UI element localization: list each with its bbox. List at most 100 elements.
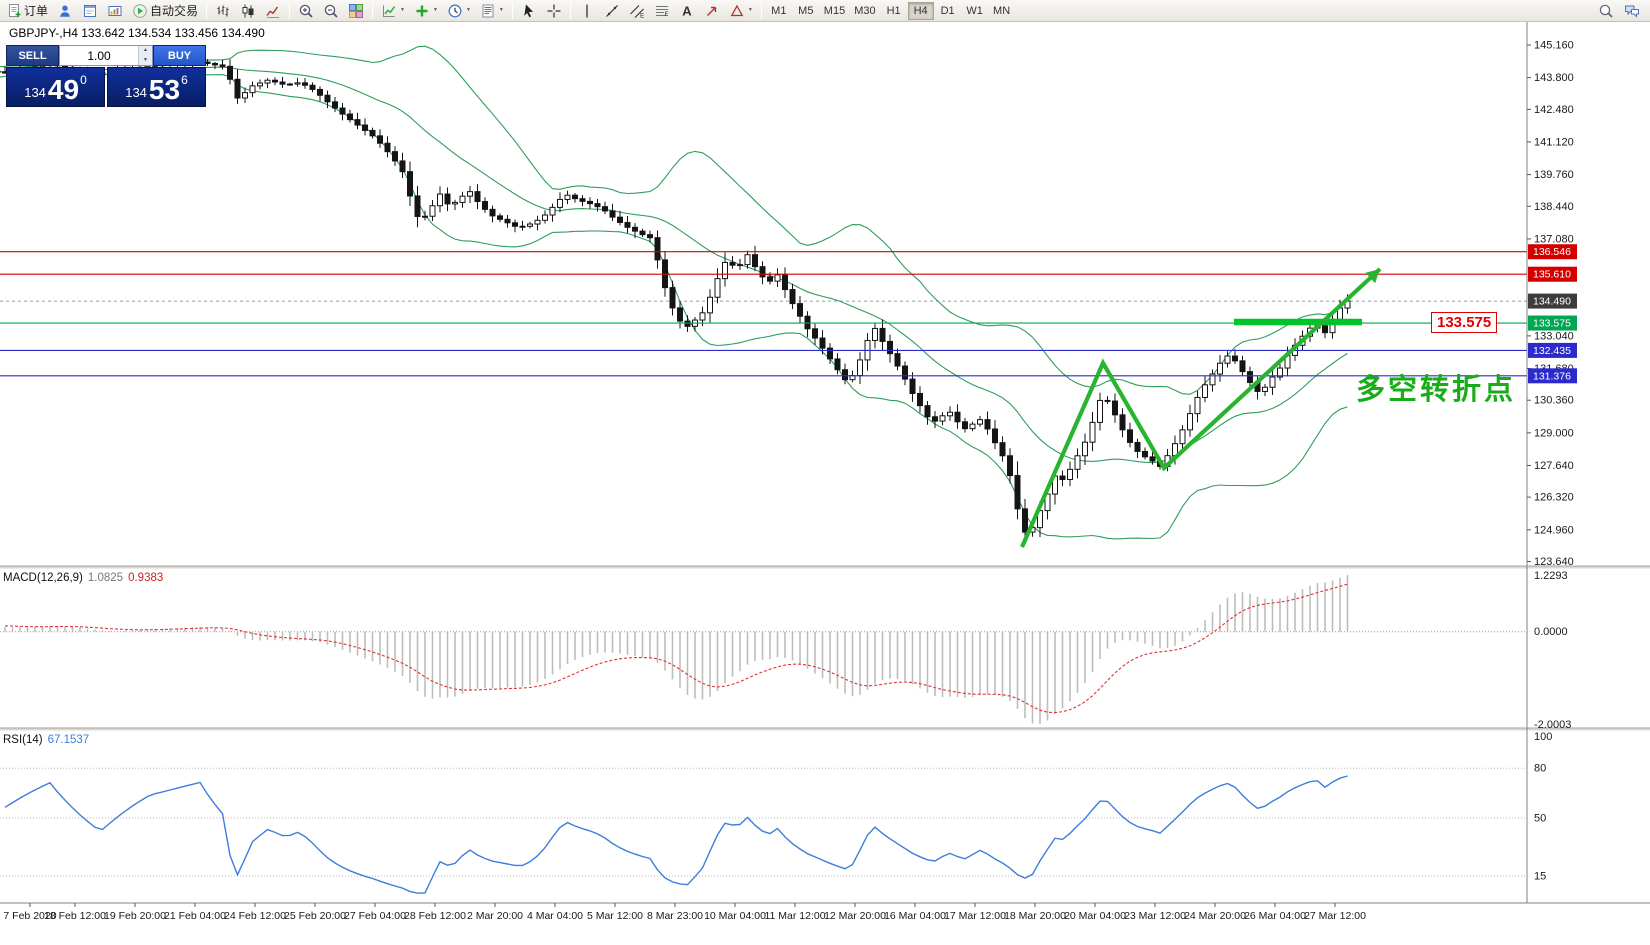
- toolbar-separator: [511, 2, 513, 19]
- timeframe-m15-button[interactable]: M15: [820, 2, 849, 20]
- sell-button-label: SELL: [18, 49, 47, 62]
- timeframe-w1-button[interactable]: W1: [962, 2, 988, 20]
- toolbar-separator: [289, 2, 291, 19]
- svg-text:134.490: 134.490: [1533, 296, 1571, 308]
- equidistant-channel-button[interactable]: E: [625, 1, 649, 21]
- ask-price-display[interactable]: 134 53 6: [107, 67, 206, 107]
- macd-panel: [0, 575, 1527, 724]
- bar-chart-button[interactable]: [211, 1, 235, 21]
- equidistant-channel-icon: E: [629, 4, 645, 19]
- cursor-button[interactable]: [517, 1, 541, 21]
- timeframe-h4-button[interactable]: H4: [907, 1, 934, 20]
- svg-text:133.040: 133.040: [1534, 330, 1574, 342]
- toolbar-separator: [206, 2, 208, 19]
- price-tag-133.575: [1528, 315, 1577, 331]
- crosshair-button[interactable]: [542, 1, 566, 21]
- autotrading-button[interactable]: 自动交易: [128, 1, 202, 21]
- market-watch-button[interactable]: [53, 1, 77, 21]
- navigator-button[interactable]: [78, 1, 102, 21]
- zoom-out-icon: [324, 4, 338, 18]
- svg-text:8 Mar 23:00: 8 Mar 23:00: [647, 910, 703, 922]
- svg-text:20 Mar 04:00: 20 Mar 04:00: [1064, 910, 1126, 922]
- bid-price-display[interactable]: 134 49 0: [6, 67, 105, 107]
- indicators-button[interactable]: ▼: [377, 1, 409, 21]
- chat-button[interactable]: [1620, 1, 1644, 21]
- price-axis[interactable]: 145.160 143.800 142.480 141.120 139.760 138.4…: [1527, 40, 1577, 568]
- trendline-button[interactable]: [600, 1, 624, 21]
- search-button[interactable]: [1594, 1, 1618, 21]
- text-tool-icon: A: [682, 3, 692, 18]
- candlestick-chart-button[interactable]: [236, 1, 260, 21]
- lot-size-input[interactable]: [60, 46, 138, 65]
- fibonacci-icon: F: [655, 5, 668, 18]
- cursor-icon: [524, 4, 533, 17]
- shapes-button[interactable]: ▼: [725, 1, 757, 21]
- lot-increase-button[interactable]: ▲: [139, 46, 152, 56]
- chevron-down-icon: ▼: [747, 7, 753, 13]
- svg-text:135.610: 135.610: [1533, 269, 1571, 281]
- macd-main-value: 1.0825: [87, 572, 124, 584]
- timeframe-h1-button[interactable]: H1: [881, 2, 907, 20]
- terminal-button[interactable]: [103, 1, 127, 21]
- svg-text:17 Mar 12:00: 17 Mar 12:00: [944, 910, 1006, 922]
- ask-point: 6: [181, 73, 188, 87]
- periods-icon: [448, 4, 462, 17]
- svg-text:25 Feb 20:00: 25 Feb 20:00: [284, 910, 346, 922]
- svg-text:15: 15: [1534, 871, 1546, 883]
- fibonacci-button[interactable]: F: [650, 1, 674, 21]
- svg-text:E: E: [640, 12, 645, 19]
- chevron-down-icon: ▼: [400, 7, 405, 13]
- svg-text:130.360: 130.360: [1534, 395, 1574, 407]
- svg-text:21 Feb 04:00: 21 Feb 04:00: [164, 910, 226, 922]
- toolbar-separator: [760, 2, 762, 19]
- tile-windows-button[interactable]: [344, 1, 368, 21]
- add-indicator-button[interactable]: ▼: [410, 1, 442, 21]
- price-tag-135.610: [1528, 266, 1577, 282]
- svg-text:136.546: 136.546: [1533, 246, 1571, 258]
- trendline-icon: [605, 4, 618, 17]
- svg-text:129.000: 129.000: [1534, 427, 1574, 439]
- panel-separators[interactable]: [0, 22, 1650, 904]
- zigzag-trend-line: [1020, 267, 1382, 548]
- macd-indicator-label: MACD(12,26,9) 1.0825 0.9383: [3, 572, 163, 584]
- timeframe-m30-button[interactable]: M30: [850, 2, 879, 20]
- arrows-icon: [706, 6, 717, 16]
- svg-text:12 Mar 20:00: 12 Mar 20:00: [824, 910, 886, 922]
- svg-text:133.575: 133.575: [1533, 318, 1571, 330]
- svg-text:137.080: 137.080: [1534, 233, 1574, 245]
- price-tag-136.546: [1528, 244, 1577, 260]
- new-order-button[interactable]: 订单: [2, 1, 52, 21]
- svg-text:127.640: 127.640: [1534, 460, 1574, 472]
- arrows-button[interactable]: [700, 1, 724, 21]
- timeframe-mn-button[interactable]: MN: [989, 2, 1015, 20]
- price-tag-132.435: [1528, 342, 1577, 358]
- line-chart-button[interactable]: [261, 1, 285, 21]
- zoom-out-button[interactable]: [319, 1, 343, 21]
- price-annotation-label[interactable]: 133.575: [1431, 312, 1498, 333]
- toolbar-separator: [372, 2, 374, 19]
- new-order-icon: [9, 3, 21, 17]
- timeframe-m5-button[interactable]: M5: [793, 2, 819, 20]
- zoom-in-icon: [299, 4, 313, 18]
- periods-button[interactable]: ▼: [443, 1, 475, 21]
- sell-button[interactable]: SELL: [6, 45, 59, 66]
- arrow-head: [1365, 269, 1380, 284]
- templates-button[interactable]: ▼: [476, 1, 508, 21]
- svg-text:4 Mar 04:00: 4 Mar 04:00: [527, 910, 583, 922]
- vertical-line-button[interactable]: [575, 1, 599, 21]
- macd-signal-value: 0.9383: [128, 572, 164, 584]
- text-tool-button[interactable]: A: [675, 1, 699, 21]
- chart-title: GBPJPY-,H4 133.642 134.534 133.456 134.4…: [9, 26, 265, 40]
- timeframe-d1-button[interactable]: D1: [935, 2, 961, 20]
- chinese-annotation-text[interactable]: 多空转折点: [1356, 374, 1517, 406]
- zoom-in-button[interactable]: [294, 1, 318, 21]
- svg-text:124.960: 124.960: [1534, 524, 1574, 536]
- buy-button[interactable]: BUY: [153, 45, 206, 66]
- trend-annotations[interactable]: [1020, 267, 1382, 548]
- lot-decrease-button[interactable]: ▼: [139, 55, 152, 65]
- candles-series: [0, 56, 1351, 543]
- timeframe-m1-button[interactable]: M1: [766, 2, 792, 20]
